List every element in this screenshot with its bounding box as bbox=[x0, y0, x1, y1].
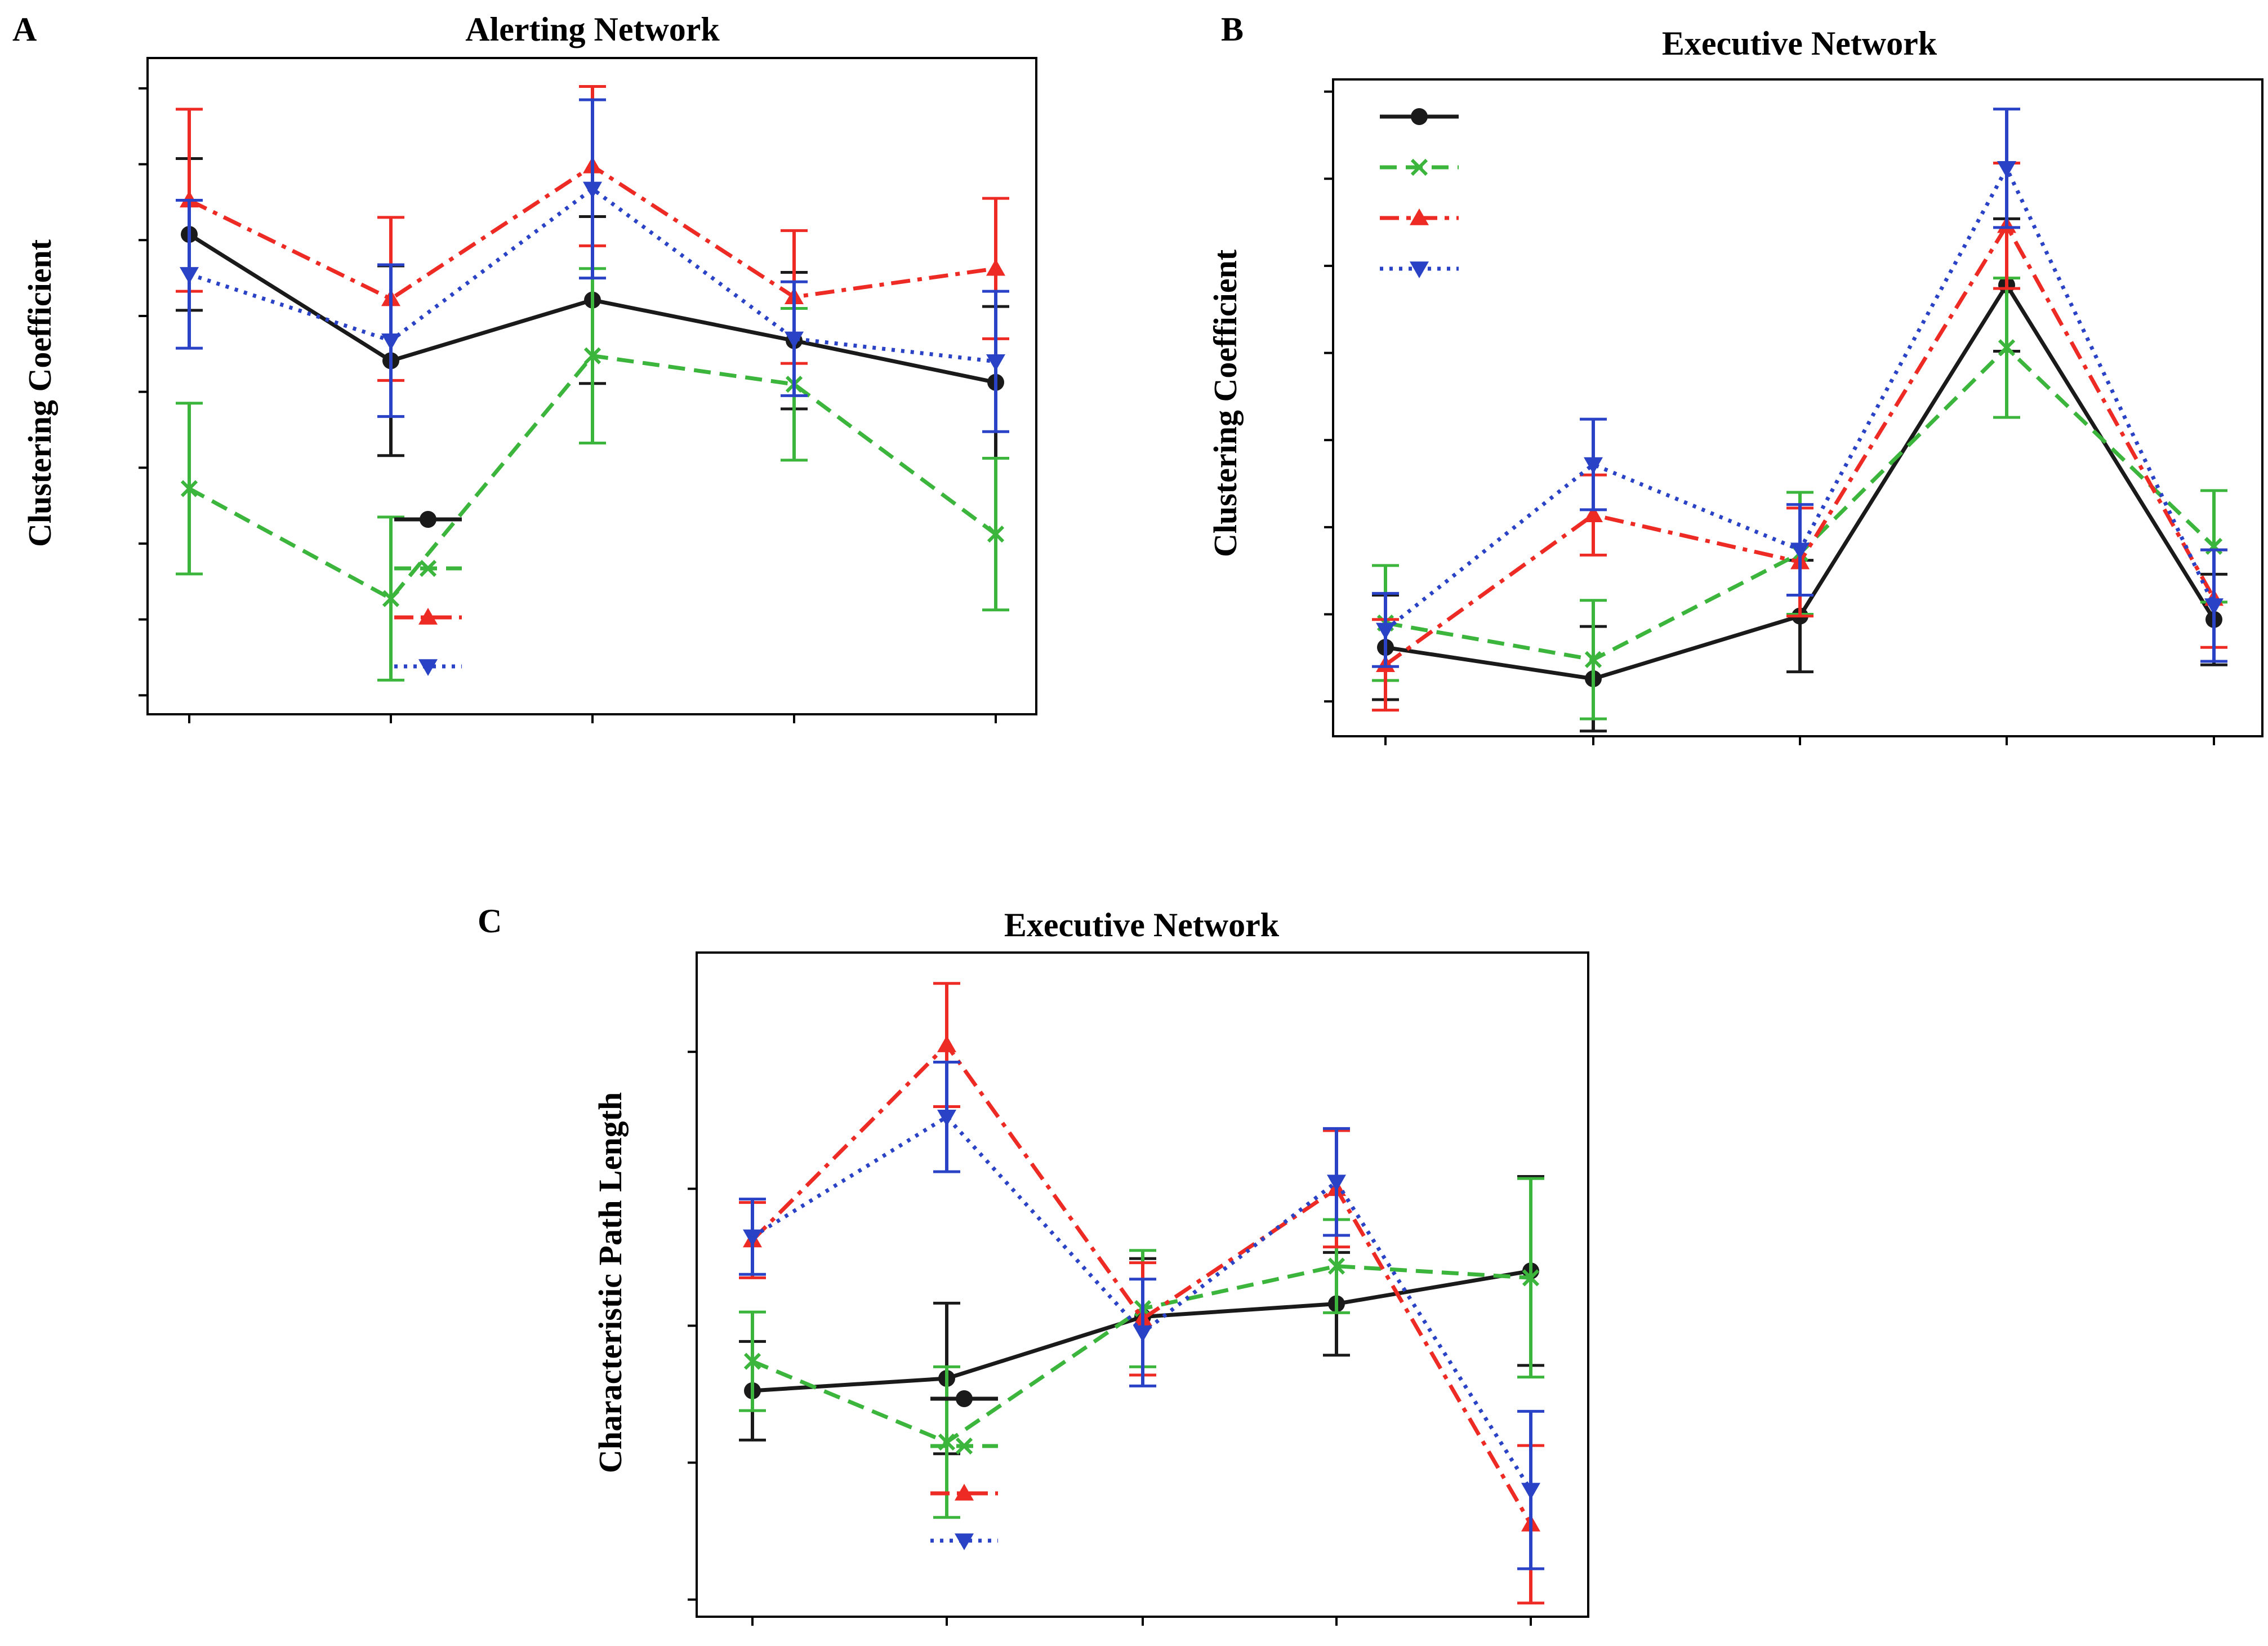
data-point bbox=[1584, 457, 1603, 474]
legend-marker bbox=[418, 659, 438, 676]
panel-a: A Alerting Network Clustering Coefficien… bbox=[12, 11, 1037, 723]
chart-title-b: Executive Network bbox=[1662, 25, 1937, 62]
data-point bbox=[1327, 1175, 1346, 1192]
data-point bbox=[180, 267, 199, 284]
series-tle-congruent bbox=[739, 1060, 1544, 1571]
plot-area-c bbox=[688, 951, 1589, 1626]
legend-marker bbox=[418, 608, 438, 625]
data-point bbox=[937, 1109, 956, 1127]
legend bbox=[930, 1390, 998, 1550]
data-point bbox=[1998, 339, 2016, 357]
legend-marker bbox=[955, 1533, 974, 1550]
panel-b: B Executive Network Clustering Coefficie… bbox=[1207, 11, 2263, 745]
data-point bbox=[1521, 1483, 1540, 1500]
legend-marker bbox=[1410, 261, 1429, 278]
data-point bbox=[583, 181, 602, 199]
legend-marker bbox=[955, 1484, 974, 1501]
legend-marker bbox=[419, 559, 437, 577]
data-point bbox=[743, 1229, 762, 1247]
y-axis-label-b: Clustering Coefficient bbox=[1207, 249, 1244, 557]
data-point bbox=[1584, 651, 1602, 669]
data-point bbox=[937, 1035, 956, 1052]
series-line bbox=[751, 1043, 1533, 1525]
data-point bbox=[2204, 598, 2224, 616]
legend bbox=[1380, 108, 1459, 278]
data-point bbox=[583, 347, 601, 364]
data-point bbox=[743, 1353, 761, 1370]
data-point bbox=[1522, 1269, 1540, 1287]
panel-label-a: A bbox=[12, 11, 37, 48]
chart-title-a: Alerting Network bbox=[465, 11, 720, 48]
data-point bbox=[381, 333, 400, 350]
data-point bbox=[1584, 505, 1603, 522]
legend-marker bbox=[1410, 158, 1428, 176]
y-axis-label-c: Characteristic Path Length bbox=[592, 1092, 629, 1474]
data-point bbox=[986, 354, 1005, 371]
data-point bbox=[180, 480, 198, 497]
data-point bbox=[1790, 542, 1810, 560]
legend-marker bbox=[955, 1437, 973, 1455]
panel-label-c: C bbox=[478, 902, 502, 940]
series-tle-doublecue bbox=[176, 98, 1009, 433]
data-point bbox=[1997, 161, 2016, 178]
plot-frame bbox=[1332, 78, 2263, 737]
data-point bbox=[1376, 622, 1395, 640]
legend bbox=[394, 511, 462, 676]
legend-marker bbox=[1410, 208, 1429, 225]
data-point bbox=[382, 590, 400, 607]
series-tle-congruent bbox=[1372, 108, 2227, 668]
legend-marker bbox=[956, 1390, 973, 1407]
data-point bbox=[785, 331, 804, 349]
data-point bbox=[1133, 1325, 1152, 1342]
data-point bbox=[987, 526, 1005, 543]
data-point bbox=[986, 259, 1005, 276]
data-point bbox=[1327, 1257, 1345, 1275]
legend-marker bbox=[420, 511, 436, 528]
panel-c: C Executive Network Characteristic Path … bbox=[478, 902, 1589, 1626]
panel-label-b: B bbox=[1221, 11, 1244, 48]
legend-marker bbox=[1411, 108, 1428, 125]
plot-area-a bbox=[139, 57, 1037, 723]
chart-title-c: Executive Network bbox=[1004, 906, 1280, 944]
y-axis-label-a: Clustering Coefficient bbox=[21, 239, 58, 547]
plot-area-b bbox=[1324, 78, 2263, 745]
